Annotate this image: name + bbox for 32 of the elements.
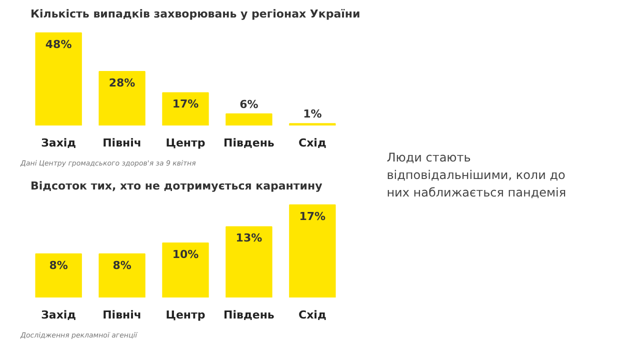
- bar: [289, 204, 336, 298]
- data-label: 6%: [240, 98, 258, 111]
- data-label: 8%: [112, 258, 132, 272]
- x-tick-label: Південь: [224, 308, 274, 322]
- x-tick-label: Схід: [298, 136, 326, 150]
- x-tick-label: Захід: [41, 136, 76, 150]
- x-tick-label: Південь: [224, 136, 274, 150]
- data-label: 8%: [49, 258, 68, 272]
- bar: [35, 253, 82, 298]
- data-label: 17%: [299, 210, 326, 223]
- data-label: 17%: [172, 98, 199, 111]
- bar: [226, 113, 272, 126]
- x-tick-label: Центр: [166, 136, 206, 150]
- bar: [162, 242, 209, 298]
- x-tick-label: Захід: [41, 308, 76, 322]
- data-label: 1%: [303, 108, 322, 121]
- data-label: 10%: [172, 248, 199, 262]
- data-label: 48%: [45, 38, 72, 51]
- x-tick-label: Центр: [166, 308, 206, 322]
- data-label: 13%: [236, 232, 262, 245]
- bar: [98, 70, 146, 126]
- data-label: 28%: [108, 76, 136, 90]
- bar: [98, 253, 146, 298]
- chart-title: Кількість випадків захворювань у регіонах України: [30, 8, 360, 20]
- x-tick-label: Північ: [102, 136, 142, 150]
- x-tick-label: Схід: [298, 308, 326, 322]
- chart-title: Відсоток тих, хто не дотримується карантину: [30, 180, 322, 192]
- bar: [35, 32, 82, 126]
- bar: [226, 226, 272, 298]
- bar: [162, 92, 209, 126]
- x-tick-label: Північ: [102, 308, 142, 322]
- text: Люди стають відповідальнішими, коли до них наближається пандемія: [386, 150, 566, 200]
